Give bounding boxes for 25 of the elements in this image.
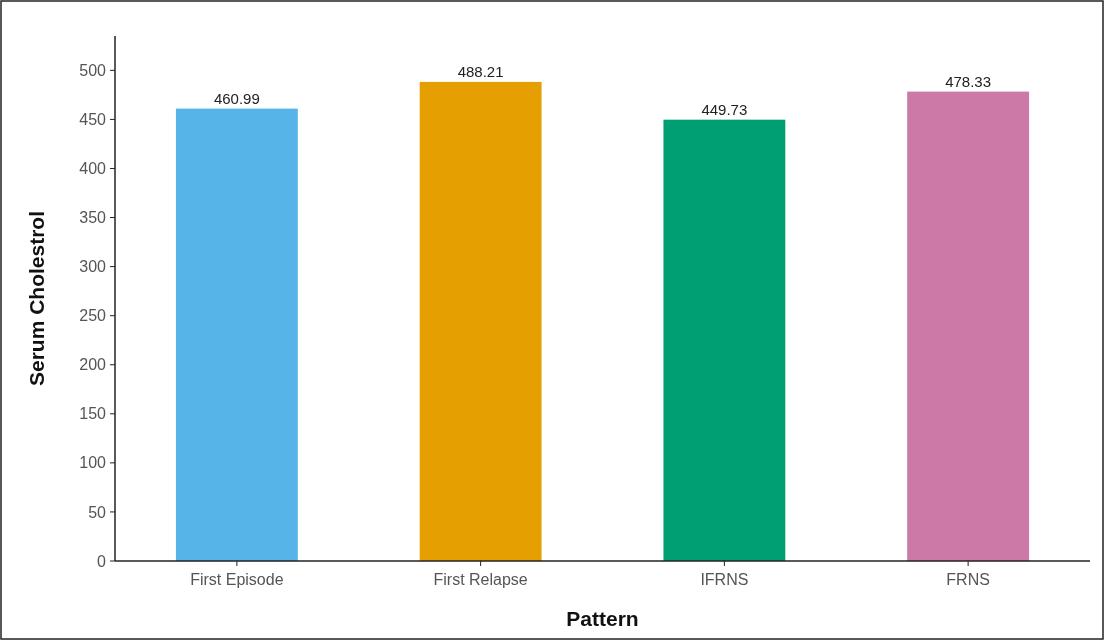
- y-tick-label: 100: [79, 454, 107, 472]
- bar: [175, 108, 298, 561]
- bar: [419, 81, 542, 561]
- x-tick-label: IFRNS: [700, 571, 749, 588]
- bar: [907, 91, 1030, 561]
- y-tick-label: 400: [79, 160, 107, 178]
- data-label: 449.73: [701, 100, 748, 118]
- data-label: 478.33: [945, 72, 992, 90]
- y-axis-title: Serum Cholestrol: [25, 210, 48, 387]
- y-tick-label: 150: [79, 405, 107, 423]
- x-tick-label: FRNS: [946, 571, 990, 588]
- y-tick-label: 50: [88, 503, 107, 521]
- y-tick-label: 450: [79, 111, 107, 129]
- bar: [663, 119, 786, 561]
- y-tick-label: 0: [97, 552, 107, 570]
- y-tick-label: 250: [79, 307, 107, 325]
- data-label: 460.99: [213, 89, 260, 107]
- data-label: 488.21: [457, 62, 504, 80]
- y-tick-label: 350: [79, 209, 107, 227]
- y-tick-label: 200: [79, 356, 107, 374]
- x-tick-label: First Episode: [190, 571, 284, 588]
- x-axis-title: Pattern: [566, 607, 639, 630]
- y-tick-label: 500: [79, 61, 107, 79]
- y-tick-label: 300: [79, 258, 107, 276]
- x-tick-label: First Relapse: [433, 571, 528, 588]
